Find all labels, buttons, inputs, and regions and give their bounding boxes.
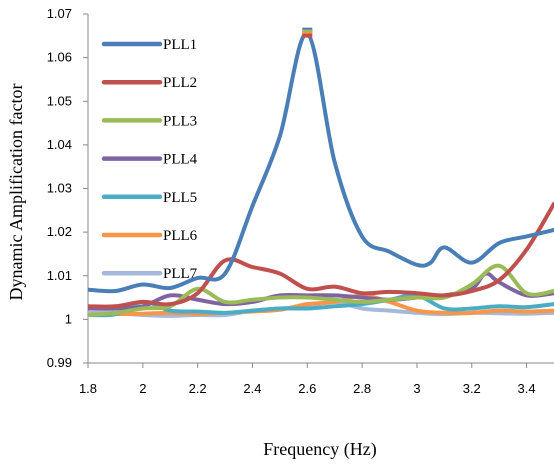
peak-markers xyxy=(302,27,313,38)
series-line-pll1 xyxy=(88,31,554,294)
legend-label-pll2: PLL2 xyxy=(163,75,197,91)
series-layer xyxy=(88,31,554,318)
series-line-pll5 xyxy=(88,293,554,318)
x-tick-label: 1.8 xyxy=(79,381,97,396)
x-axis-title: Frequency (Hz) xyxy=(263,439,376,460)
x-tick-label: 2.6 xyxy=(298,381,316,396)
legend-label-pll5: PLL5 xyxy=(163,190,197,206)
x-tick-label: 2.4 xyxy=(243,381,261,396)
x-tick-label: 2 xyxy=(139,381,146,396)
x-axis-ticks: 1.8 2 2.2 2.4 2.6 2.8 3 3.2 3.4 xyxy=(79,363,536,396)
series-line-pll2 xyxy=(88,201,554,309)
legend-label-pll7: PLL7 xyxy=(163,266,198,282)
legend-label-pll1: PLL1 xyxy=(163,37,197,53)
series-line-pll6 xyxy=(88,293,554,318)
x-tick-label: 3.2 xyxy=(463,381,481,396)
legend-label-pll6: PLL6 xyxy=(163,228,198,244)
y-tick-label: 1.06 xyxy=(47,50,72,65)
legend-label-pll3: PLL3 xyxy=(163,113,197,129)
peak-marker xyxy=(302,33,313,38)
peak-marker xyxy=(302,29,313,34)
y-tick-label: 1.02 xyxy=(47,224,72,239)
y-tick-label: 1.07 xyxy=(47,6,72,21)
x-tick-label: 2.8 xyxy=(353,381,371,396)
y-tick-label: 1.03 xyxy=(47,181,72,196)
y-tick-label: 1.05 xyxy=(47,93,72,108)
y-axis-ticks: 0.99 1 1.01 1.02 1.03 1.04 1.05 1.06 1.07 xyxy=(47,6,88,370)
y-tick-label: 1.01 xyxy=(47,268,72,283)
legend-label-pll4: PLL4 xyxy=(163,152,198,168)
x-tick-label: 3.4 xyxy=(518,381,536,396)
legend: PLL1 PLL2 PLL3 PLL4 PLL5 PLL6 PLL7 xyxy=(101,37,198,282)
y-tick-label: 1.04 xyxy=(47,137,72,152)
x-tick-label: 2.2 xyxy=(189,381,207,396)
series-line-pll3 xyxy=(88,263,554,318)
y-tick-label: 1 xyxy=(65,311,72,326)
y-axis-title: Dynamic Amplification factor xyxy=(6,84,26,301)
y-tick-label: 0.99 xyxy=(47,355,72,370)
x-tick-label: 3 xyxy=(413,381,420,396)
